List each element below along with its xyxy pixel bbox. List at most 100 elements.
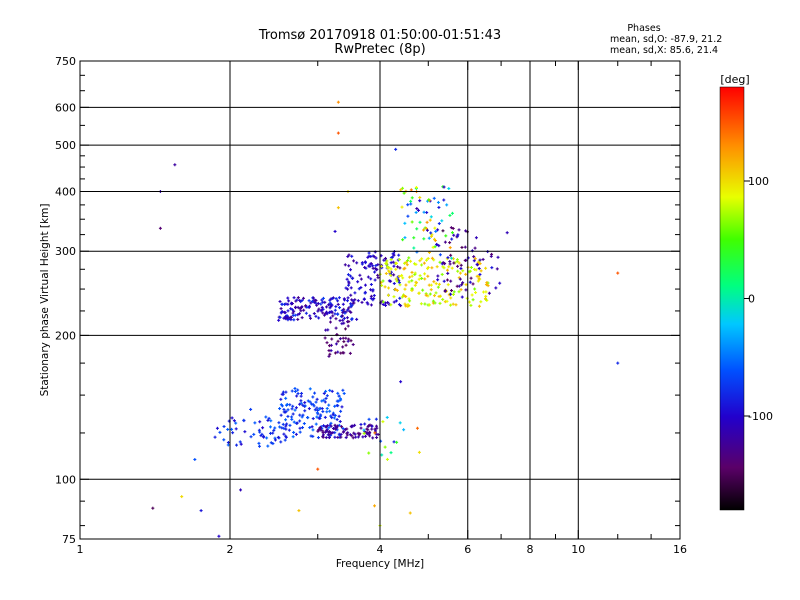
- data-point: [333, 308, 337, 312]
- data-point: [314, 314, 318, 318]
- data-point: [410, 196, 414, 200]
- data-point: [449, 303, 453, 307]
- data-point: [460, 245, 464, 249]
- data-point: [235, 443, 239, 447]
- data-point: [325, 310, 329, 314]
- data-point: [330, 296, 334, 300]
- data-point: [231, 431, 235, 435]
- data-point: [239, 442, 243, 446]
- data-point: [301, 413, 305, 417]
- data-point: [297, 509, 301, 513]
- data-point: [449, 288, 453, 292]
- data-point: [340, 405, 344, 409]
- data-point: [460, 283, 464, 287]
- data-point: [455, 284, 459, 288]
- data-point: [322, 424, 326, 428]
- data-point: [406, 203, 410, 207]
- data-point: [329, 305, 333, 309]
- data-point: [287, 299, 291, 303]
- data-point: [320, 399, 324, 403]
- data-point: [483, 297, 487, 301]
- data-point: [349, 293, 353, 297]
- data-point: [463, 258, 467, 262]
- data-point: [321, 410, 325, 414]
- data-point: [317, 407, 321, 411]
- data-point: [332, 416, 336, 420]
- data-point: [267, 416, 271, 420]
- data-point: [450, 266, 454, 270]
- data-point: [463, 245, 467, 249]
- data-point: [400, 205, 404, 209]
- data-point: [403, 221, 407, 225]
- data-point: [257, 444, 261, 448]
- data-point: [412, 246, 416, 250]
- data-point: [281, 422, 285, 426]
- data-point: [427, 236, 431, 240]
- data-point: [315, 415, 319, 419]
- data-point: [392, 273, 396, 277]
- data-point: [226, 427, 230, 431]
- data-point: [426, 294, 430, 298]
- data-point: [328, 352, 332, 356]
- data-point: [479, 269, 483, 273]
- data-point: [443, 289, 447, 293]
- data-point: [394, 299, 398, 303]
- data-point: [343, 311, 347, 315]
- data-point: [307, 299, 311, 303]
- data-point: [481, 257, 485, 261]
- data-point: [298, 413, 302, 417]
- data-point: [334, 305, 338, 309]
- data-point: [311, 428, 315, 432]
- data-point: [342, 307, 346, 311]
- data-point: [451, 257, 455, 261]
- data-point: [342, 391, 346, 395]
- data-point: [336, 100, 340, 104]
- data-point: [334, 342, 338, 346]
- data-point: [336, 131, 340, 135]
- data-point: [419, 302, 423, 306]
- data-point: [397, 281, 401, 285]
- data-point: [433, 245, 437, 249]
- data-point: [282, 316, 286, 320]
- data-point: [442, 262, 446, 266]
- data-point: [279, 413, 283, 417]
- data-point: [417, 291, 421, 295]
- data-point: [342, 340, 346, 344]
- data-point: [239, 488, 243, 492]
- data-point: [333, 413, 337, 417]
- data-point: [328, 388, 332, 392]
- data-point: [371, 436, 375, 440]
- data-point: [384, 303, 388, 307]
- data-point: [456, 264, 460, 268]
- y-tick-label: 400: [55, 185, 76, 198]
- data-point: [366, 428, 370, 432]
- data-point: [341, 430, 345, 434]
- data-point: [392, 253, 396, 257]
- data-point: [363, 265, 367, 269]
- data-point: [336, 424, 340, 428]
- data-point: [384, 271, 388, 275]
- data-point: [301, 426, 305, 430]
- data-point: [394, 261, 398, 265]
- data-point: [325, 428, 329, 432]
- data-point: [441, 229, 445, 233]
- data-point: [328, 430, 332, 434]
- data-point: [364, 434, 368, 438]
- y-tick-label: 100: [55, 473, 76, 486]
- data-point: [438, 253, 442, 257]
- data-point: [449, 279, 453, 283]
- data-point: [218, 430, 222, 434]
- data-point: [292, 430, 296, 434]
- data-point: [312, 300, 316, 304]
- data-point: [476, 279, 480, 283]
- data-point: [264, 415, 268, 419]
- data-point: [359, 286, 363, 290]
- data-point: [398, 296, 402, 300]
- data-point: [496, 255, 500, 259]
- data-point: [289, 318, 293, 322]
- data-point: [314, 299, 318, 303]
- data-point: [440, 219, 444, 223]
- data-point: [418, 199, 422, 203]
- data-point: [402, 428, 406, 432]
- data-point: [347, 281, 351, 285]
